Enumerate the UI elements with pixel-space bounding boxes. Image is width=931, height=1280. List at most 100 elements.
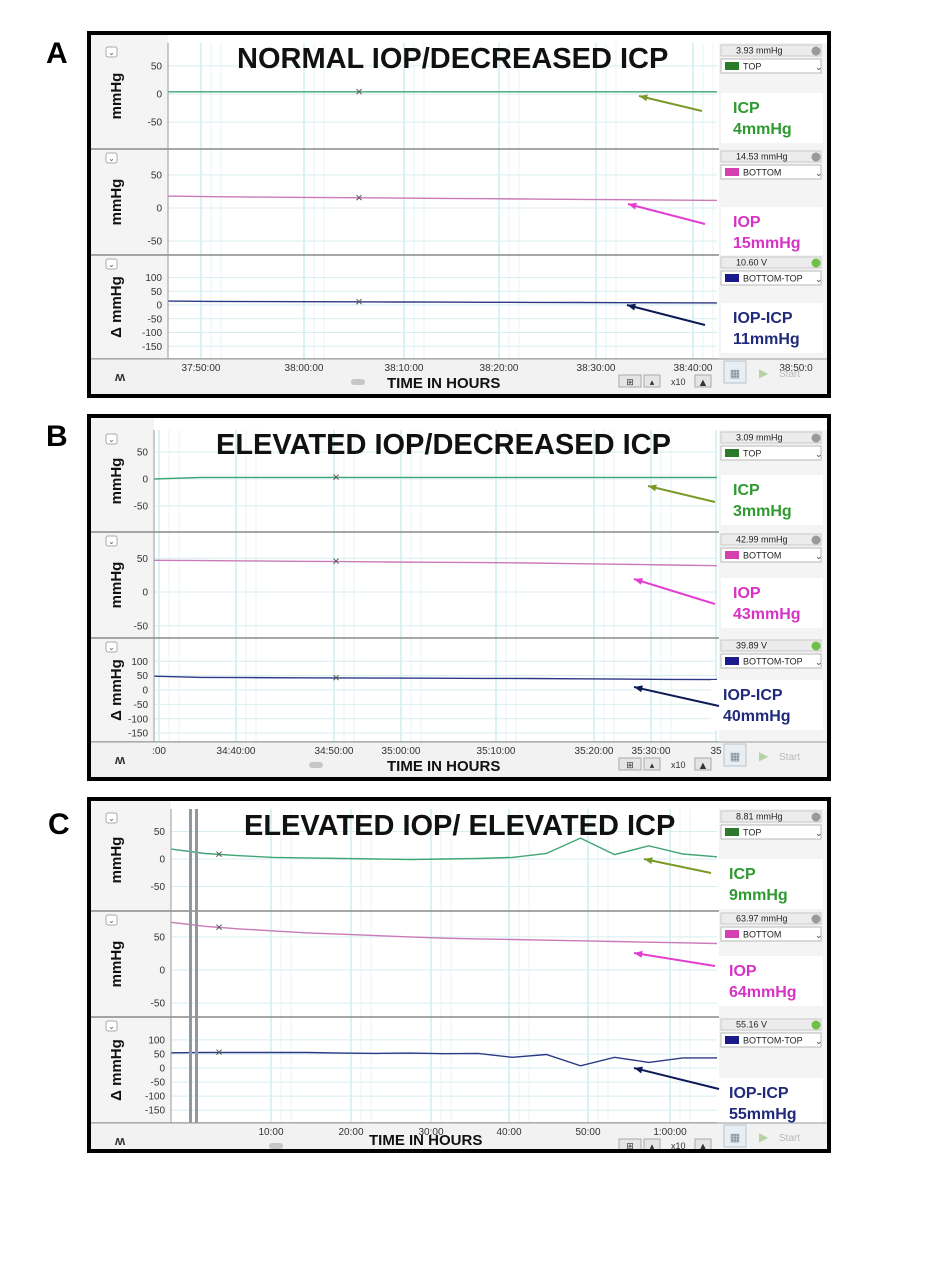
channel-select-b-1[interactable]: [720, 547, 822, 563]
info-icon-b-0[interactable]: [811, 433, 821, 443]
grid-toggle-button-a[interactable]: [618, 374, 642, 388]
info-icon-a-0[interactable]: [811, 46, 821, 56]
chart-title-a: NORMAL IOP/DECREASED ICP: [237, 43, 669, 75]
channel-select-a-2[interactable]: [720, 270, 822, 286]
info-icon-a-2[interactable]: [811, 258, 821, 268]
channel-select-c-2[interactable]: [720, 1032, 822, 1048]
zoom-out-button-b[interactable]: [643, 757, 661, 771]
annotation-name-a-1: IOP: [733, 214, 761, 231]
annotation-value-c-0: 9mmHg: [729, 887, 788, 904]
chart-title-b: ELEVATED IOP/DECREASED ICP: [216, 429, 671, 461]
x-tick-label-a-5: 38:40:00: [674, 363, 713, 374]
zoom-in-button-b[interactable]: [694, 757, 712, 771]
x-zoom-label-b: x10: [671, 760, 686, 770]
channel-menu-button-a-0[interactable]: [105, 46, 118, 58]
channel-reading-box-a-1: [720, 150, 822, 163]
grid-toggle-button-b[interactable]: [618, 757, 642, 771]
channel-select-a-1[interactable]: [720, 164, 822, 180]
grid-toggle-button-c[interactable]: [618, 1138, 642, 1149]
y-tick-label-b-1-1: 0: [142, 588, 148, 599]
x-tick-label-a-3: 38:20:00: [480, 363, 519, 374]
annotation-name-c-2: IOP-ICP: [729, 1085, 789, 1102]
y-axis-gutter-c: [91, 801, 171, 1123]
y-axis-gutter-b: [91, 418, 154, 742]
annotation-arrow-b-0: [647, 485, 716, 503]
channel-select-c-0[interactable]: [720, 824, 822, 840]
channel-name-a-0: TOP: [743, 62, 761, 72]
y-tick-label-b-2-3: -50: [134, 700, 149, 711]
info-icon-c-2[interactable]: [811, 1020, 821, 1030]
marker-icon-b[interactable]: ʍ: [114, 752, 126, 767]
channel-color-swatch-b-2: [725, 657, 739, 665]
data-pad-button-b[interactable]: [723, 743, 747, 767]
data-pad-button-c[interactable]: [723, 1124, 747, 1148]
channel-name-c-2: BOTTOM-TOP: [743, 1036, 803, 1046]
scroll-thumb-a[interactable]: [351, 379, 365, 385]
channel-menu-button-b-0[interactable]: [105, 433, 118, 445]
channel-select-b-2[interactable]: [720, 653, 822, 669]
scroll-thumb-c[interactable]: [269, 1143, 283, 1149]
zoom-out-button-a[interactable]: [643, 374, 661, 388]
channel-menu-button-a-2[interactable]: [105, 258, 118, 270]
channel-menu-button-b-2[interactable]: [105, 641, 118, 653]
y-tick-label-b-2-5: -150: [128, 729, 148, 740]
plot-area-a: [168, 43, 717, 359]
channel-menu-button-b-1[interactable]: [105, 535, 118, 547]
info-icon-c-1[interactable]: [811, 914, 821, 924]
play-icon-b[interactable]: ▶: [759, 749, 769, 763]
series-line-c-2: [170, 1051, 717, 1067]
marker-icon-c[interactable]: ʍ: [114, 1133, 126, 1148]
y-tick-label-b-2-2: 0: [142, 686, 148, 697]
channel-name-b-1: BOTTOM: [743, 551, 781, 561]
x-tick-label-a-4: 38:30:00: [577, 363, 616, 374]
channel-select-a-0[interactable]: [720, 58, 822, 74]
y-tick-label-a-2-2: 0: [156, 301, 162, 312]
annotation-arrowhead-a-0: [639, 94, 648, 102]
data-pad-button-a[interactable]: [723, 360, 747, 384]
scroll-thumb-b[interactable]: [309, 762, 323, 768]
play-icon-c[interactable]: ▶: [759, 1130, 769, 1144]
annotation-name-b-0: ICP: [733, 482, 760, 499]
zoom-out-button-c[interactable]: [643, 1138, 661, 1149]
zoom-in-button-c[interactable]: [694, 1138, 712, 1149]
info-icon-b-2[interactable]: [811, 641, 821, 651]
y-axis-label-b-2: Δ mmHg: [108, 659, 125, 721]
channel-color-swatch-b-0: [725, 449, 739, 457]
y-axis-label-b-0: mmHg: [108, 458, 125, 505]
marker-icon-a[interactable]: ʍ: [114, 369, 126, 384]
channel-select-b-0[interactable]: [720, 445, 822, 461]
cursor-marker-c-1: ×: [215, 919, 223, 934]
annotation-name-b-2: IOP-ICP: [723, 687, 783, 704]
zoom-in-button-a[interactable]: [694, 374, 712, 388]
channel-menu-button-c-2[interactable]: [105, 1020, 118, 1032]
annotation-box-a-1: [721, 207, 823, 257]
y-tick-label-a-2-5: -150: [142, 342, 162, 353]
x-tick-label-a-1: 38:00:00: [285, 363, 324, 374]
channel-reading-b-0: 3.09 mmHg: [736, 433, 783, 443]
play-icon-a[interactable]: ▶: [759, 366, 769, 380]
y-tick-label-a-0-0: 50: [151, 61, 163, 72]
info-icon-c-0[interactable]: [811, 812, 821, 822]
annotation-arrow-a-2: [626, 304, 706, 326]
y-tick-label-a-2-4: -100: [142, 328, 162, 339]
x-tick-label-b-4: 35:10:00: [477, 746, 516, 757]
y-tick-label-c-0-1: 0: [159, 855, 165, 866]
select-chevron-icon-a-1: ⌄: [815, 168, 823, 178]
y-tick-label-a-0-2: -50: [148, 118, 163, 129]
channel-menu-button-c-1[interactable]: [105, 914, 118, 926]
channel-reading-c-0: 8.81 mmHg: [736, 812, 783, 822]
channel-menu-button-a-1[interactable]: [105, 152, 118, 164]
start-button-c[interactable]: Start: [779, 1133, 800, 1144]
channel-menu-button-c-0[interactable]: [105, 812, 118, 824]
y-tick-label-c-2-4: -100: [145, 1092, 165, 1103]
annotation-arrow-b-2: [633, 686, 720, 707]
select-chevron-icon-c-2: ⌄: [815, 1036, 823, 1046]
info-icon-b-1[interactable]: [811, 535, 821, 545]
y-tick-label-b-2-0: 100: [131, 657, 148, 668]
channel-select-c-1[interactable]: [720, 926, 822, 942]
info-icon-a-1[interactable]: [811, 152, 821, 162]
start-button-a[interactable]: Start: [779, 369, 800, 380]
x-tick-label-b-1: 34:40:00: [217, 746, 256, 757]
annotation-arrowhead-a-2: [627, 303, 636, 311]
start-button-b[interactable]: Start: [779, 752, 800, 763]
